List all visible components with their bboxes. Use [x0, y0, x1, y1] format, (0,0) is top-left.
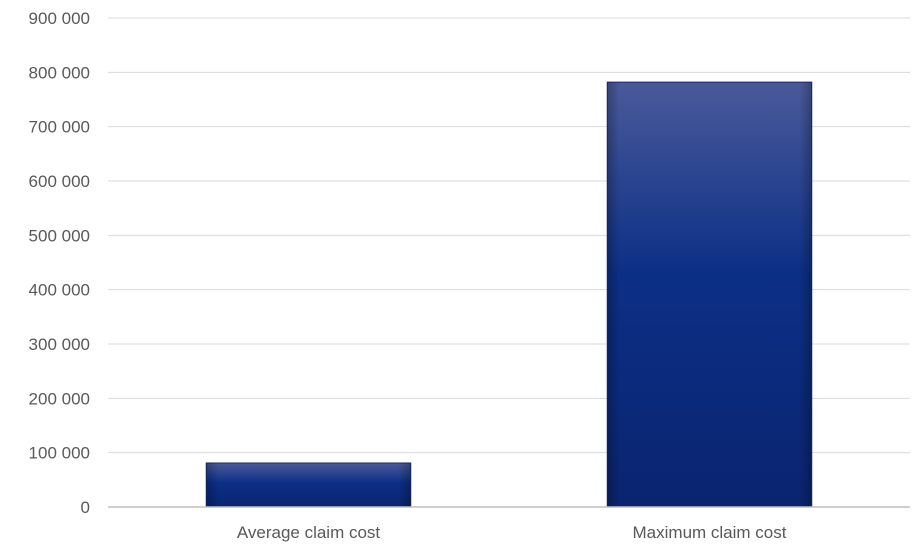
y-tick-label: 0	[81, 498, 90, 517]
bar-maximum-claim-cost	[606, 81, 813, 508]
y-tick-label: 400 000	[29, 281, 90, 300]
y-tick-label: 800 000	[29, 63, 90, 82]
x-axis-category-labels: Average claim cost Maximum claim cost	[237, 523, 787, 542]
y-tick-label: 700 000	[29, 118, 90, 137]
bar-shading	[607, 82, 812, 507]
y-tick-label: 600 000	[29, 172, 90, 191]
y-tick-label: 500 000	[29, 226, 90, 245]
bar-average-claim-cost	[205, 462, 412, 508]
bars	[205, 81, 813, 508]
bar-shading	[206, 462, 411, 507]
y-tick-label: 200 000	[29, 389, 90, 408]
y-tick-label: 300 000	[29, 335, 90, 354]
y-tick-label: 900 000	[29, 9, 90, 28]
y-tick-label: 100 000	[29, 444, 90, 463]
x-category-label: Maximum claim cost	[633, 523, 787, 542]
x-category-label: Average claim cost	[237, 523, 381, 542]
y-axis-tick-labels: 0 100 000 200 000 300 000 400 000 500 000 600 …	[29, 9, 90, 517]
gridlines	[108, 17, 910, 454]
